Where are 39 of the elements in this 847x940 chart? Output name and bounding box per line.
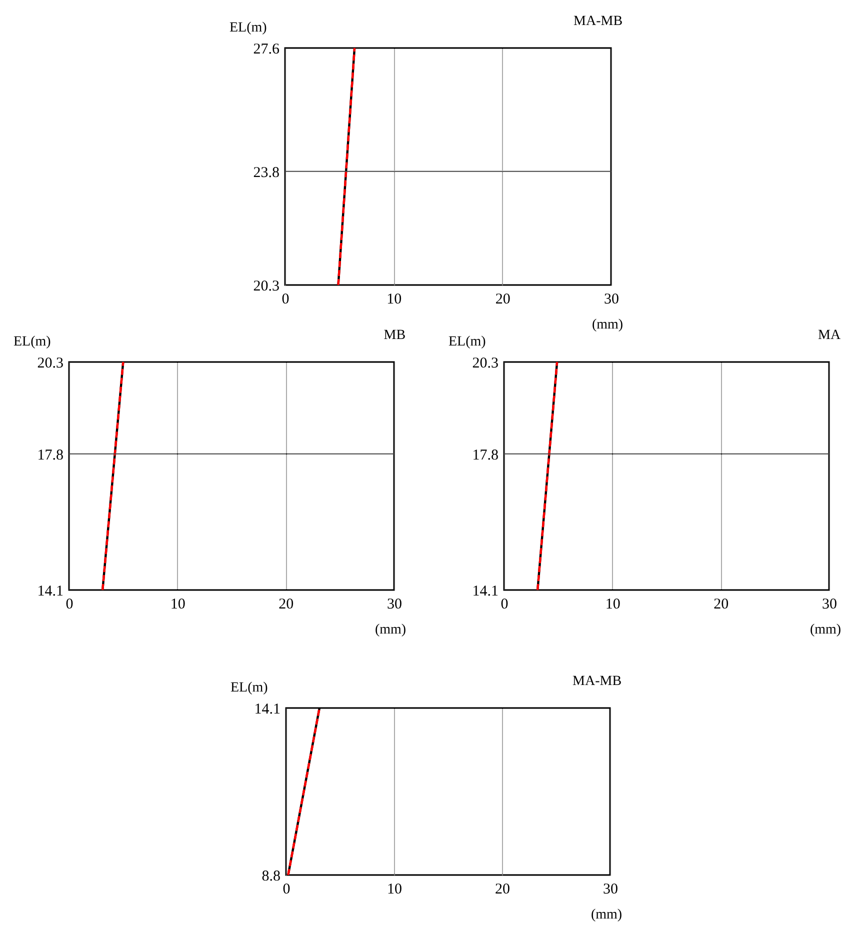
chart-title: MA <box>818 328 842 343</box>
chart-title: MA-MB <box>574 14 623 29</box>
x-tick-label: 30 <box>603 882 618 898</box>
y-tick-label: 23.8 <box>253 164 280 181</box>
y-axis-title: EL(m) <box>448 334 486 350</box>
y-tick-label: 17.8 <box>472 447 498 464</box>
chart-title: MA-MB <box>572 674 622 689</box>
y-axis-title: EL(m) <box>14 334 52 350</box>
y-tick-label: 20.3 <box>253 278 280 294</box>
y-tick-label: 20.3 <box>37 356 64 372</box>
x-tick-label: 10 <box>387 882 402 898</box>
x-tick-label: 0 <box>500 596 508 612</box>
y-tick-label: 14.1 <box>254 702 280 718</box>
x-tick-label: 10 <box>170 596 186 612</box>
x-tick-label: 10 <box>386 292 402 308</box>
x-tick-label: 30 <box>604 292 619 308</box>
x-tick-label: 0 <box>282 292 290 308</box>
x-tick-label: 0 <box>66 596 74 612</box>
x-tick-label: 10 <box>605 596 620 612</box>
chart-title: MB <box>384 328 406 343</box>
x-tick-label: 30 <box>387 596 402 612</box>
x-tick-label: 0 <box>282 882 290 898</box>
x-tick-label: 20 <box>495 292 510 308</box>
y-tick-label: 17.8 <box>37 447 64 464</box>
y-tick-label: 8.8 <box>262 868 280 884</box>
x-tick-label: 30 <box>822 596 837 612</box>
y-axis-title: EL(m) <box>230 680 268 696</box>
y-axis-title: EL(m) <box>230 20 268 36</box>
y-tick-label: 27.6 <box>253 42 280 58</box>
x-tick-label: 20 <box>495 882 510 898</box>
x-tick-label: 20 <box>714 596 729 612</box>
x-axis-title: (mm) <box>374 622 406 638</box>
x-tick-label: 20 <box>278 596 294 612</box>
y-tick-label: 20.3 <box>472 356 498 372</box>
x-axis-title: (mm) <box>810 622 842 638</box>
x-axis-title: (mm) <box>592 318 624 332</box>
y-tick-label: 14.1 <box>37 584 64 600</box>
x-axis-title: (mm) <box>590 908 622 922</box>
y-tick-label: 14.1 <box>472 584 498 600</box>
